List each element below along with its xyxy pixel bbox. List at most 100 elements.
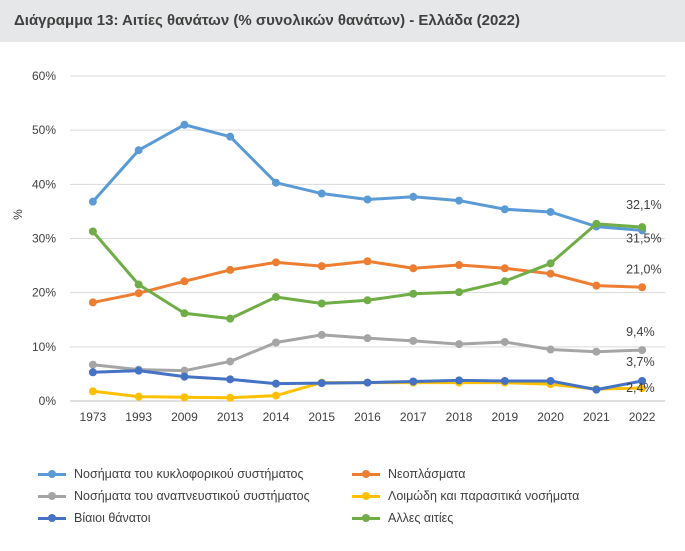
data-point bbox=[546, 376, 555, 385]
data-point bbox=[88, 227, 97, 236]
data-label: 32,1% bbox=[626, 198, 661, 212]
series-line bbox=[91, 259, 644, 304]
x-tick-label: 2020 bbox=[537, 410, 564, 424]
data-point bbox=[409, 336, 418, 345]
data-label: 9,4% bbox=[626, 325, 655, 339]
data-point bbox=[546, 259, 555, 268]
x-tick-label: 1973 bbox=[80, 410, 107, 424]
data-point bbox=[409, 192, 418, 201]
data-point bbox=[271, 178, 280, 187]
x-tick-label: 2019 bbox=[491, 410, 518, 424]
data-point bbox=[180, 372, 189, 381]
data-point bbox=[638, 384, 647, 392]
y-tick-label: 40% bbox=[32, 177, 56, 191]
data-point bbox=[363, 257, 372, 266]
data-point bbox=[134, 280, 143, 289]
data-point bbox=[363, 195, 372, 204]
x-tick-label: 2021 bbox=[583, 410, 610, 424]
data-point bbox=[638, 283, 647, 292]
data-point bbox=[500, 277, 509, 286]
data-point bbox=[546, 269, 555, 278]
data-point bbox=[88, 298, 97, 307]
data-point bbox=[271, 379, 280, 388]
data-point bbox=[226, 265, 235, 274]
data-point bbox=[271, 258, 280, 267]
data-point bbox=[88, 368, 97, 377]
data-point bbox=[271, 391, 280, 400]
data-point bbox=[88, 360, 97, 369]
data-point bbox=[317, 262, 326, 271]
data-point bbox=[455, 288, 464, 297]
data-point bbox=[455, 196, 464, 205]
data-point bbox=[180, 393, 189, 402]
y-tick-label: 60% bbox=[32, 69, 56, 83]
y-tick-label: 10% bbox=[32, 340, 56, 354]
y-tick-label: 30% bbox=[32, 232, 56, 246]
data-point bbox=[88, 197, 97, 206]
x-tick-label: 2009 bbox=[171, 410, 198, 424]
chart-title-bar: Διάγραμμα 13: Αιτίες θανάτων (% συνολικώ… bbox=[0, 0, 685, 42]
data-point bbox=[226, 357, 235, 366]
series-line bbox=[91, 123, 644, 232]
data-point bbox=[592, 385, 601, 394]
data-point bbox=[226, 393, 235, 402]
x-tick-label: 2022 bbox=[629, 410, 656, 424]
data-point bbox=[317, 330, 326, 339]
data-point bbox=[363, 296, 372, 305]
data-label: 2,4% bbox=[626, 381, 655, 395]
x-tick-label: 1993 bbox=[125, 410, 152, 424]
data-point bbox=[134, 392, 143, 401]
data-point bbox=[363, 334, 372, 343]
data-point bbox=[226, 132, 235, 141]
x-tick-label: 2017 bbox=[400, 410, 427, 424]
data-point bbox=[500, 376, 509, 385]
data-point bbox=[592, 281, 601, 290]
data-point bbox=[546, 207, 555, 216]
data-point bbox=[500, 264, 509, 273]
data-point bbox=[180, 309, 189, 318]
data-point bbox=[317, 299, 326, 308]
data-point bbox=[455, 261, 464, 270]
data-point bbox=[317, 379, 326, 388]
chart-title: Διάγραμμα 13: Αιτίες θανάτων (% συνολικώ… bbox=[14, 12, 520, 29]
data-point bbox=[500, 337, 509, 346]
data-point bbox=[226, 314, 235, 323]
y-tick-label: 50% bbox=[32, 123, 56, 137]
data-point bbox=[134, 366, 143, 375]
data-point bbox=[455, 376, 464, 385]
y-axis-title: % bbox=[11, 209, 25, 220]
data-point bbox=[546, 345, 555, 354]
x-tick-label: 2015 bbox=[308, 410, 335, 424]
data-point bbox=[180, 277, 189, 286]
y-tick-label: 0% bbox=[39, 394, 57, 408]
data-point bbox=[638, 223, 647, 232]
data-point bbox=[134, 146, 143, 155]
x-tick-label: 2013 bbox=[217, 410, 244, 424]
data-point bbox=[455, 340, 464, 349]
data-point bbox=[88, 387, 97, 396]
data-point bbox=[363, 378, 372, 387]
data-point bbox=[134, 289, 143, 298]
data-point bbox=[638, 346, 647, 355]
data-point bbox=[638, 376, 647, 385]
y-tick-label: 20% bbox=[32, 286, 56, 300]
data-point bbox=[409, 377, 418, 386]
x-tick-label: 2018 bbox=[446, 410, 473, 424]
x-tick-label: 2014 bbox=[263, 410, 290, 424]
data-point bbox=[271, 293, 280, 301]
data-point bbox=[500, 205, 509, 214]
data-point bbox=[409, 289, 418, 298]
data-point bbox=[180, 366, 189, 375]
x-tick-label: 2016 bbox=[354, 410, 381, 424]
data-point bbox=[409, 264, 418, 273]
data-point bbox=[226, 375, 235, 384]
data-point bbox=[592, 219, 601, 228]
data-label: 3,7% bbox=[626, 355, 655, 369]
data-point bbox=[271, 338, 280, 347]
data-point bbox=[317, 189, 326, 198]
data-label: 31,5% bbox=[626, 231, 661, 245]
data-label: 21,0% bbox=[626, 262, 661, 276]
data-point bbox=[592, 347, 601, 356]
data-point bbox=[180, 120, 189, 129]
